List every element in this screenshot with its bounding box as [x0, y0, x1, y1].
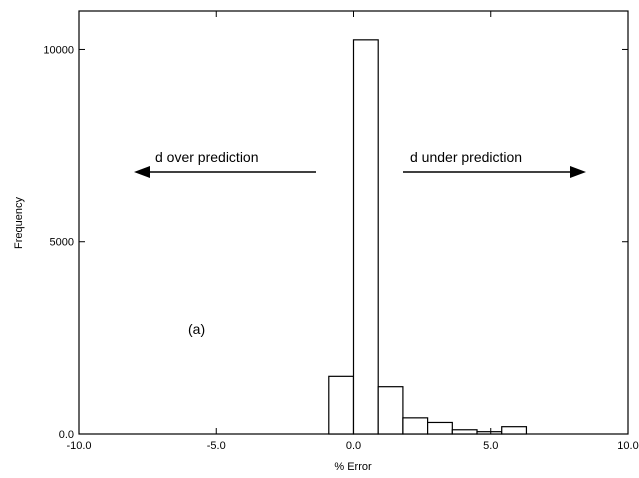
right-arrow-label: d under prediction	[410, 149, 522, 165]
y-tick-label: 10000	[43, 44, 74, 56]
histogram-bar	[476, 431, 503, 435]
histogram-bar	[352, 39, 379, 435]
panel-label: (a)	[188, 321, 205, 337]
left-arrow-annotation: d over prediction	[134, 149, 316, 178]
x-tick-label: -5.0	[207, 440, 226, 452]
histogram-bar	[451, 429, 478, 435]
y-axis-label: Frequency	[13, 197, 25, 249]
x-tick-label: 10.0	[617, 440, 638, 452]
right-arrow-head	[570, 166, 586, 178]
y-tick-label: 5000	[50, 237, 74, 249]
x-axis-label: % Error	[334, 461, 372, 473]
histogram-bar	[377, 386, 404, 435]
y-axis-ticks: 0.0 5000 10000	[43, 44, 628, 441]
histogram-bar	[501, 426, 528, 435]
histogram-bar	[402, 417, 429, 435]
left-arrow-label: d over prediction	[155, 149, 259, 165]
histogram-bar	[427, 421, 453, 435]
histogram-bars	[328, 39, 528, 435]
x-tick-label: 0.0	[346, 440, 361, 452]
histogram-bar	[328, 375, 355, 435]
x-axis-ticks: -10.0 -5.0 0.0 5.0 10.0	[66, 11, 639, 452]
x-tick-label: -10.0	[66, 440, 91, 452]
x-tick-label: 5.0	[483, 440, 498, 452]
y-tick-label: 0.0	[59, 429, 74, 441]
left-arrow-head	[134, 166, 150, 178]
right-arrow-annotation: d under prediction	[403, 149, 586, 178]
